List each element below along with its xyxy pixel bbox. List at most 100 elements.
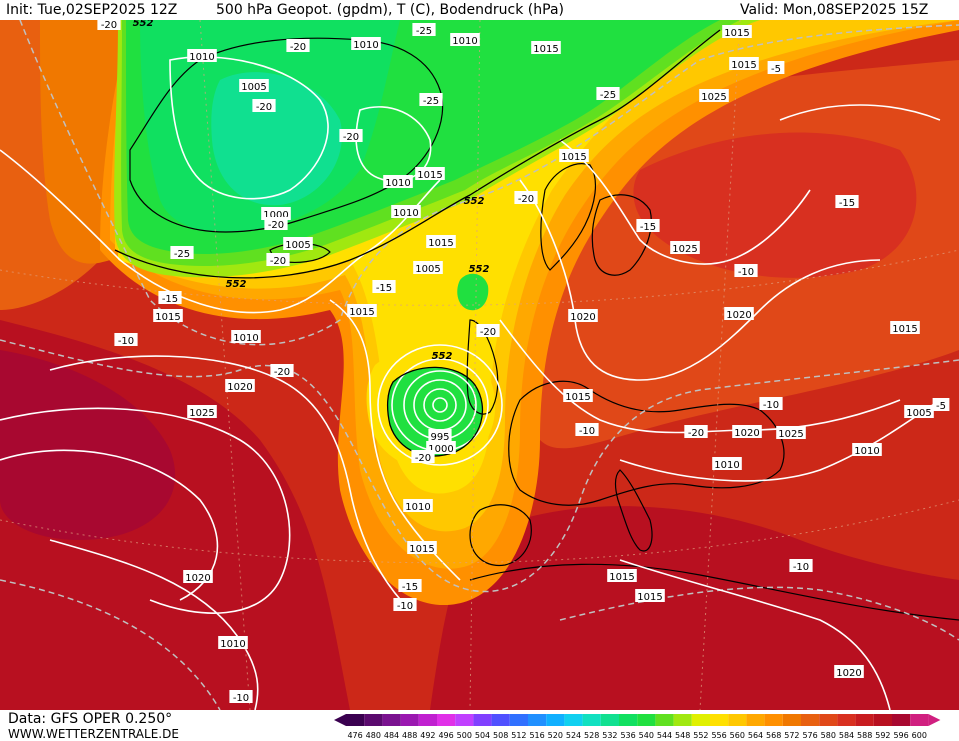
- isobar-1010-north: [0, 149, 441, 314]
- pressure-label-text: 1005: [285, 240, 310, 251]
- pressure-label-text: 1010: [233, 333, 258, 344]
- temperature-label-text: -5: [936, 401, 946, 412]
- pressure-label-text: 1020: [570, 312, 595, 323]
- legend-swatch: [600, 714, 619, 726]
- pressure-label-box: [699, 89, 729, 102]
- temperature-label: -10: [393, 598, 417, 612]
- valid-time: Valid: Mon,08SEP2025 15Z: [740, 2, 929, 18]
- pressure-label: 1005: [904, 405, 934, 419]
- temperature-label-box: [835, 195, 859, 208]
- legend-swatch: [637, 714, 656, 726]
- temperature-label: -15: [158, 291, 182, 305]
- temperature-label: -10: [575, 423, 599, 437]
- temperature-label-box: [398, 579, 422, 592]
- temperature-label-text: -20: [343, 132, 359, 143]
- temperature-label-text: -20: [101, 20, 117, 31]
- temperature-label-text: -15: [376, 283, 392, 294]
- legend-swatch: [892, 714, 911, 726]
- temperature-label: -20: [684, 425, 708, 439]
- pressure-label: 1020: [732, 425, 762, 439]
- pressure-label-box: [563, 389, 593, 402]
- pressure-label-box: [183, 570, 213, 583]
- isotherm-c: [0, 579, 221, 710]
- temperature-label-box: [596, 87, 620, 100]
- pressure-label-box: [635, 589, 665, 602]
- temperature-label-box: [286, 39, 310, 52]
- temperature-label-box: [412, 23, 436, 36]
- temperature-label-box: [932, 398, 950, 411]
- legend-value: 504: [475, 731, 490, 740]
- temperature-label: -10: [229, 690, 253, 704]
- temperature-label-box: [393, 598, 417, 611]
- temperature-label: -15: [636, 219, 660, 233]
- pressure-label-text: 1015: [724, 28, 749, 39]
- legend-swatch: [564, 714, 583, 726]
- temperature-label-text: -20: [518, 194, 534, 205]
- pressure-label-text: 1005: [415, 264, 440, 275]
- pressure-label-text: 1015: [533, 44, 558, 55]
- pressure-label-text: 1015: [561, 152, 586, 163]
- pressure-label-text: 1010: [854, 446, 879, 457]
- temperature-label: -25: [412, 23, 436, 37]
- pressure-label: 1010: [403, 499, 433, 513]
- graticule-lon-3: [699, 20, 741, 710]
- field-584-russia: [633, 132, 917, 278]
- legend-swatch: [418, 714, 437, 726]
- legend-value: 580: [821, 731, 836, 740]
- temperature-label-box: [476, 324, 500, 337]
- pressure-label-box: [218, 636, 248, 649]
- temperature-label-box: [229, 690, 253, 703]
- field-596: [0, 350, 176, 540]
- pressure-label: 1025: [699, 89, 729, 103]
- legend-value: 564: [748, 731, 763, 740]
- pressure-label: 1000: [261, 207, 291, 221]
- legend-swatch: [655, 714, 674, 726]
- temperature-label-text: -15: [839, 198, 855, 209]
- temperature-label-box: [789, 559, 813, 572]
- temperature-label: -20: [286, 39, 310, 53]
- isobar-low-3: [423, 388, 457, 422]
- pressure-label-text: 1020: [734, 428, 759, 439]
- legend-value: 480: [366, 731, 381, 740]
- legend-swatch: [728, 714, 747, 726]
- temperature-label-text: -15: [402, 582, 418, 593]
- legend-value: 544: [657, 731, 672, 740]
- pressure-label-text: 1025: [672, 244, 697, 255]
- temperature-label-text: -20: [415, 453, 431, 464]
- pressure-label: 1010: [351, 37, 381, 51]
- pressure-label-box: [383, 175, 413, 188]
- geopotential-552-main: [114, 29, 721, 279]
- pressure-label-text: 1015: [417, 170, 442, 181]
- temperature-label-box: [734, 264, 758, 277]
- pressure-label: 1015: [153, 309, 183, 323]
- temperature-label: -5: [767, 61, 785, 75]
- isotherm-d: [559, 586, 959, 641]
- temperature-label-text: -15: [640, 222, 656, 233]
- pressure-label: 1015: [563, 389, 593, 403]
- legend-value: 476: [347, 731, 362, 740]
- temperature-label-box: [411, 450, 435, 463]
- legend-swatch: [837, 714, 856, 726]
- temperature-label: -25: [170, 246, 194, 260]
- pressure-labels: 1010 1010 1010 1015 1005 1000 1005 1010 1015 1010…: [153, 25, 934, 679]
- pressure-label-box: [890, 321, 920, 334]
- isobar-1015-west: [49, 355, 411, 611]
- pressure-label-text: 1010: [220, 639, 245, 650]
- pressure-label-text: 1015: [565, 392, 590, 403]
- legend-value: 524: [566, 731, 581, 740]
- graticule: [0, 20, 959, 710]
- legend-value: 536: [620, 731, 635, 740]
- geopotential-label-text: 552: [432, 351, 453, 362]
- legend-value: 488: [402, 731, 417, 740]
- legend-swatch: [437, 714, 456, 726]
- temperature-label-box: [170, 246, 194, 259]
- pressure-label-box: [239, 79, 269, 92]
- temperature-label: -10: [734, 264, 758, 278]
- pressure-label: 1025: [187, 405, 217, 419]
- legend-swatch: [691, 714, 710, 726]
- legend-swatch: [509, 714, 528, 726]
- isobar-low-6: [377, 344, 503, 466]
- legend-arrow-left: [334, 714, 346, 726]
- geopotential-label: 552: [464, 196, 485, 207]
- temperature-label: -20: [339, 129, 363, 143]
